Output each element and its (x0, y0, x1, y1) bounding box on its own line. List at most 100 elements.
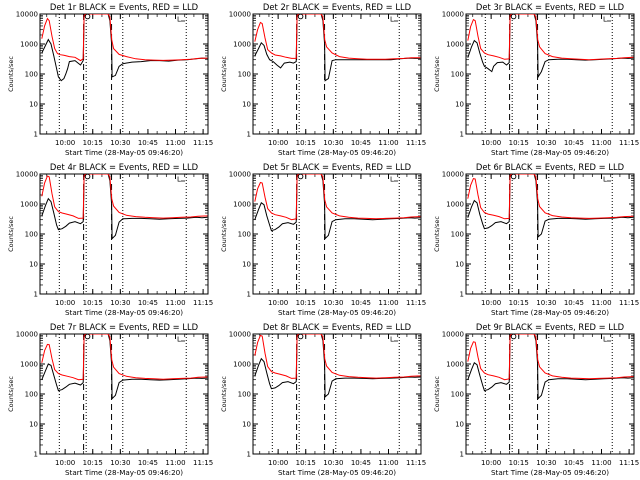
y-tick-label: 1000 (233, 41, 251, 49)
series-events-line (467, 14, 634, 79)
x-tick-label: 11:15 (619, 459, 639, 467)
y-axis-label: Counts/sec (433, 56, 441, 92)
y-axis-label: Counts/sec (220, 376, 228, 412)
x-tick-label: 10:30 (110, 299, 130, 307)
y-tick-label: 10 (242, 261, 251, 269)
x-tick-label: 10:30 (323, 299, 343, 307)
l-marker: L (177, 176, 181, 184)
series-lld-line (467, 174, 634, 220)
series-lld-line (41, 174, 208, 219)
series-events-line (41, 174, 208, 240)
y-tick-label: 1 (247, 451, 251, 459)
x-tick-label: 11:00 (165, 299, 185, 307)
y-tick-label: 100 (238, 71, 251, 79)
y-tick-label: 100 (451, 71, 464, 79)
y-tick-label: 10000 (229, 171, 251, 179)
x-tick-label: 10:15 (509, 299, 529, 307)
plot-frame (39, 333, 209, 455)
x-tick-label: 11:15 (406, 459, 426, 467)
panel-title: Det 1r BLACK = Events, RED = LLD (50, 2, 198, 12)
plot-frame (465, 333, 635, 455)
y-axis-label: Counts/sec (433, 376, 441, 412)
panel-title: Det 7r BLACK = Events, RED = LLD (50, 322, 198, 332)
series-lld-line (41, 334, 208, 381)
x-tick-label: 11:00 (165, 459, 185, 467)
circle-marker (84, 333, 91, 340)
circle-marker (84, 13, 91, 20)
detector-panel-3: Det 3r BLACK = Events, RED = LLD 1 10 100 10… (433, 2, 639, 157)
x-axis-label: Start Time (28-May-05 09:46:20) (65, 308, 183, 317)
y-tick-label: 10000 (442, 11, 464, 19)
y-tick-label: 1000 (446, 41, 464, 49)
plot-frame (252, 13, 422, 135)
series-lld-line (254, 14, 421, 60)
circle-marker (84, 173, 91, 180)
y-tick-label: 1 (460, 451, 464, 459)
series-lld-line (467, 14, 634, 61)
x-tick-label: 10:15 (509, 459, 529, 467)
y-axis-label: Counts/sec (7, 376, 15, 412)
y-tick-label: 1000 (233, 201, 251, 209)
plot-frame (252, 173, 422, 295)
x-axis-label: Start Time (28-May-05 09:46:20) (278, 148, 396, 157)
y-tick-label: 10000 (16, 11, 38, 19)
y-tick-label: 100 (238, 231, 251, 239)
x-tick-label: 11:00 (591, 139, 611, 147)
detector-panel-7: Det 7r BLACK = Events, RED = LLD 1 10 100 10… (7, 322, 213, 477)
series-events-line (467, 174, 634, 238)
x-tick-label: 10:45 (138, 139, 158, 147)
series-events-line (41, 334, 208, 400)
plot-frame (252, 333, 422, 455)
x-tick-label: 10:15 (509, 139, 529, 147)
circle-marker (510, 13, 517, 20)
x-tick-label: 10:15 (296, 139, 316, 147)
l-marker: L (390, 176, 394, 184)
y-tick-label: 100 (25, 231, 38, 239)
x-tick-label: 10:00 (55, 139, 75, 147)
x-axis-label: Start Time (28-May-05 09:46:20) (65, 148, 183, 157)
x-tick-label: 10:30 (323, 139, 343, 147)
panel-title: Det 6r BLACK = Events, RED = LLD (476, 162, 624, 172)
x-tick-label: 10:30 (536, 139, 556, 147)
y-tick-label: 1 (34, 131, 38, 139)
l-marker: L (177, 16, 181, 24)
y-tick-label: 100 (25, 391, 38, 399)
x-tick-label: 10:45 (138, 299, 158, 307)
series-events-line (254, 14, 421, 82)
x-tick-label: 10:15 (296, 459, 316, 467)
x-tick-label: 10:45 (564, 299, 584, 307)
y-tick-label: 1000 (446, 361, 464, 369)
x-tick-label: 10:45 (351, 299, 371, 307)
detector-panel-5: Det 5r BLACK = Events, RED = LLD 1 10 100 10… (220, 162, 426, 317)
y-tick-label: 10 (29, 101, 38, 109)
plot-frame (39, 13, 209, 135)
y-tick-label: 100 (25, 71, 38, 79)
panel-title: Det 8r BLACK = Events, RED = LLD (263, 322, 411, 332)
x-tick-label: 10:00 (55, 299, 75, 307)
x-tick-label: 10:45 (351, 459, 371, 467)
y-tick-label: 10000 (442, 331, 464, 339)
x-tick-label: 11:00 (165, 139, 185, 147)
y-tick-label: 10000 (229, 11, 251, 19)
detector-panel-2: Det 2r BLACK = Events, RED = LLD 1 10 100 10… (220, 2, 426, 157)
x-axis-label: Start Time (28-May-05 09:46:20) (278, 468, 396, 477)
detector-panel-6: Det 6r BLACK = Events, RED = LLD 1 10 100 10… (433, 162, 639, 317)
circle-marker (510, 333, 517, 340)
x-tick-label: 10:15 (296, 299, 316, 307)
x-tick-label: 10:30 (536, 299, 556, 307)
x-tick-label: 11:00 (378, 139, 398, 147)
x-tick-label: 11:15 (619, 299, 639, 307)
x-tick-label: 11:15 (193, 459, 213, 467)
x-tick-label: 11:00 (378, 299, 398, 307)
series-events-line (254, 334, 421, 398)
series-lld-line (254, 334, 421, 379)
x-tick-label: 10:00 (481, 299, 501, 307)
x-tick-label: 10:00 (268, 139, 288, 147)
circle-marker (297, 333, 304, 340)
y-tick-label: 1000 (20, 41, 38, 49)
x-tick-label: 10:00 (268, 299, 288, 307)
panel-title: Det 5r BLACK = Events, RED = LLD (263, 162, 411, 172)
circle-marker (510, 173, 517, 180)
panel-title: Det 4r BLACK = Events, RED = LLD (50, 162, 198, 172)
x-axis-label: Start Time (28-May-05 09:46:20) (491, 468, 609, 477)
